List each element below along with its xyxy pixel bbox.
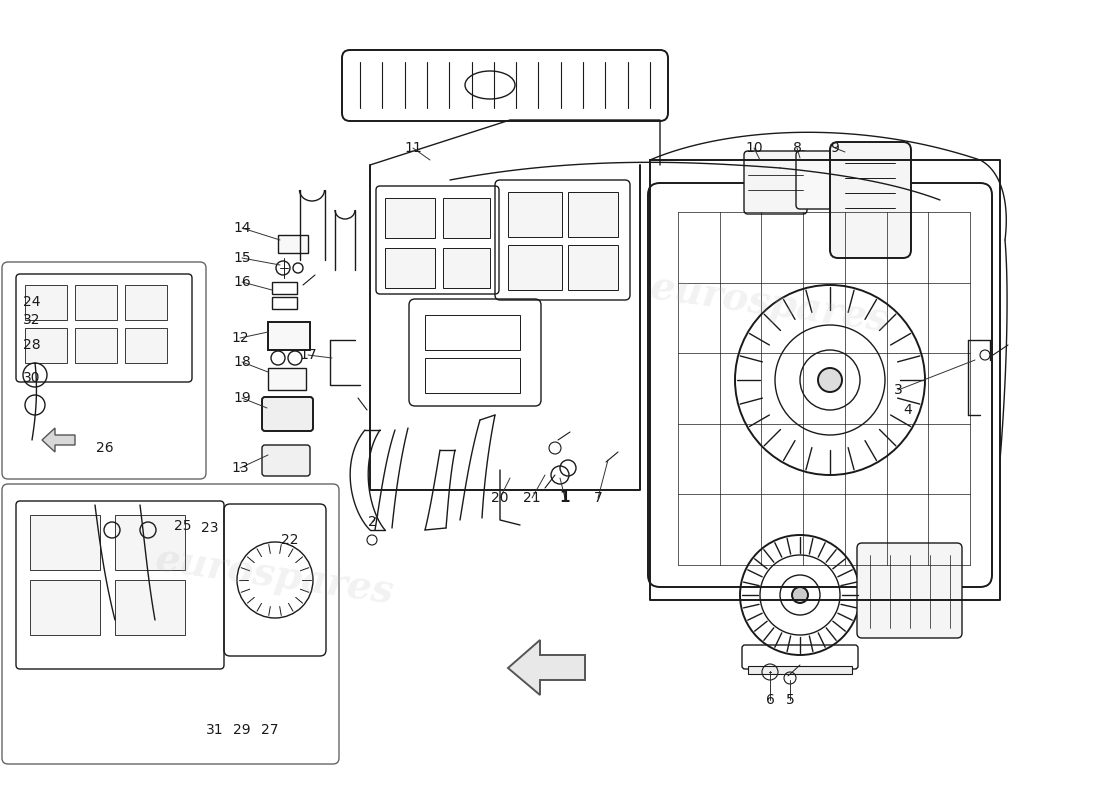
Text: 18: 18 xyxy=(233,355,251,369)
Text: eurospares: eurospares xyxy=(648,269,892,339)
Bar xyxy=(125,328,167,363)
Bar xyxy=(508,245,562,290)
Bar xyxy=(30,580,100,635)
Bar xyxy=(75,328,117,363)
Text: 31: 31 xyxy=(206,723,223,737)
Text: 20: 20 xyxy=(492,491,508,505)
Bar xyxy=(272,282,297,294)
Text: 16: 16 xyxy=(233,275,251,289)
Text: 27: 27 xyxy=(262,723,278,737)
Text: 5: 5 xyxy=(785,693,794,707)
Bar xyxy=(30,515,100,570)
Text: 17: 17 xyxy=(299,348,317,362)
FancyBboxPatch shape xyxy=(744,151,807,214)
Bar xyxy=(125,285,167,320)
Text: 8: 8 xyxy=(793,141,802,155)
Circle shape xyxy=(818,368,842,392)
Text: 4: 4 xyxy=(903,403,912,417)
FancyBboxPatch shape xyxy=(262,445,310,476)
Text: 26: 26 xyxy=(96,441,113,455)
Bar xyxy=(268,368,306,390)
Text: 28: 28 xyxy=(23,338,41,352)
Bar xyxy=(443,198,490,238)
FancyBboxPatch shape xyxy=(262,397,314,431)
Bar xyxy=(385,248,435,288)
Text: 9: 9 xyxy=(830,141,839,155)
Text: 7: 7 xyxy=(594,491,603,505)
Text: 1: 1 xyxy=(560,490,570,506)
Text: 13: 13 xyxy=(231,461,249,475)
Bar xyxy=(75,285,117,320)
Bar xyxy=(568,192,618,237)
Text: 15: 15 xyxy=(233,251,251,265)
Text: 23: 23 xyxy=(201,521,219,535)
Bar xyxy=(268,322,310,350)
Text: 21: 21 xyxy=(524,491,541,505)
Bar xyxy=(116,580,185,635)
FancyBboxPatch shape xyxy=(796,151,834,209)
Text: 10: 10 xyxy=(745,141,762,155)
Text: 14: 14 xyxy=(233,221,251,235)
Polygon shape xyxy=(508,640,585,695)
Text: eurospares: eurospares xyxy=(153,541,397,611)
Text: 6: 6 xyxy=(766,693,774,707)
Bar xyxy=(748,666,852,674)
Bar xyxy=(116,515,185,570)
FancyBboxPatch shape xyxy=(857,543,962,638)
Text: 24: 24 xyxy=(23,295,41,309)
Text: 30: 30 xyxy=(23,371,41,385)
Bar xyxy=(25,328,67,363)
Bar xyxy=(568,245,618,290)
Bar xyxy=(443,248,490,288)
Bar xyxy=(278,235,308,253)
Bar xyxy=(508,192,562,237)
Text: 32: 32 xyxy=(23,313,41,327)
Text: 19: 19 xyxy=(233,391,251,405)
Text: 2: 2 xyxy=(367,515,376,529)
Bar xyxy=(425,315,520,350)
Bar xyxy=(425,358,520,393)
Polygon shape xyxy=(42,428,75,452)
FancyBboxPatch shape xyxy=(830,142,911,258)
Bar xyxy=(25,285,67,320)
Bar xyxy=(272,297,297,309)
Text: 22: 22 xyxy=(282,533,299,547)
Text: 25: 25 xyxy=(174,519,191,533)
Text: 12: 12 xyxy=(231,331,249,345)
Text: 3: 3 xyxy=(893,383,902,397)
Bar xyxy=(385,198,435,238)
Circle shape xyxy=(792,587,808,603)
Text: 11: 11 xyxy=(404,141,422,155)
Text: 29: 29 xyxy=(233,723,251,737)
